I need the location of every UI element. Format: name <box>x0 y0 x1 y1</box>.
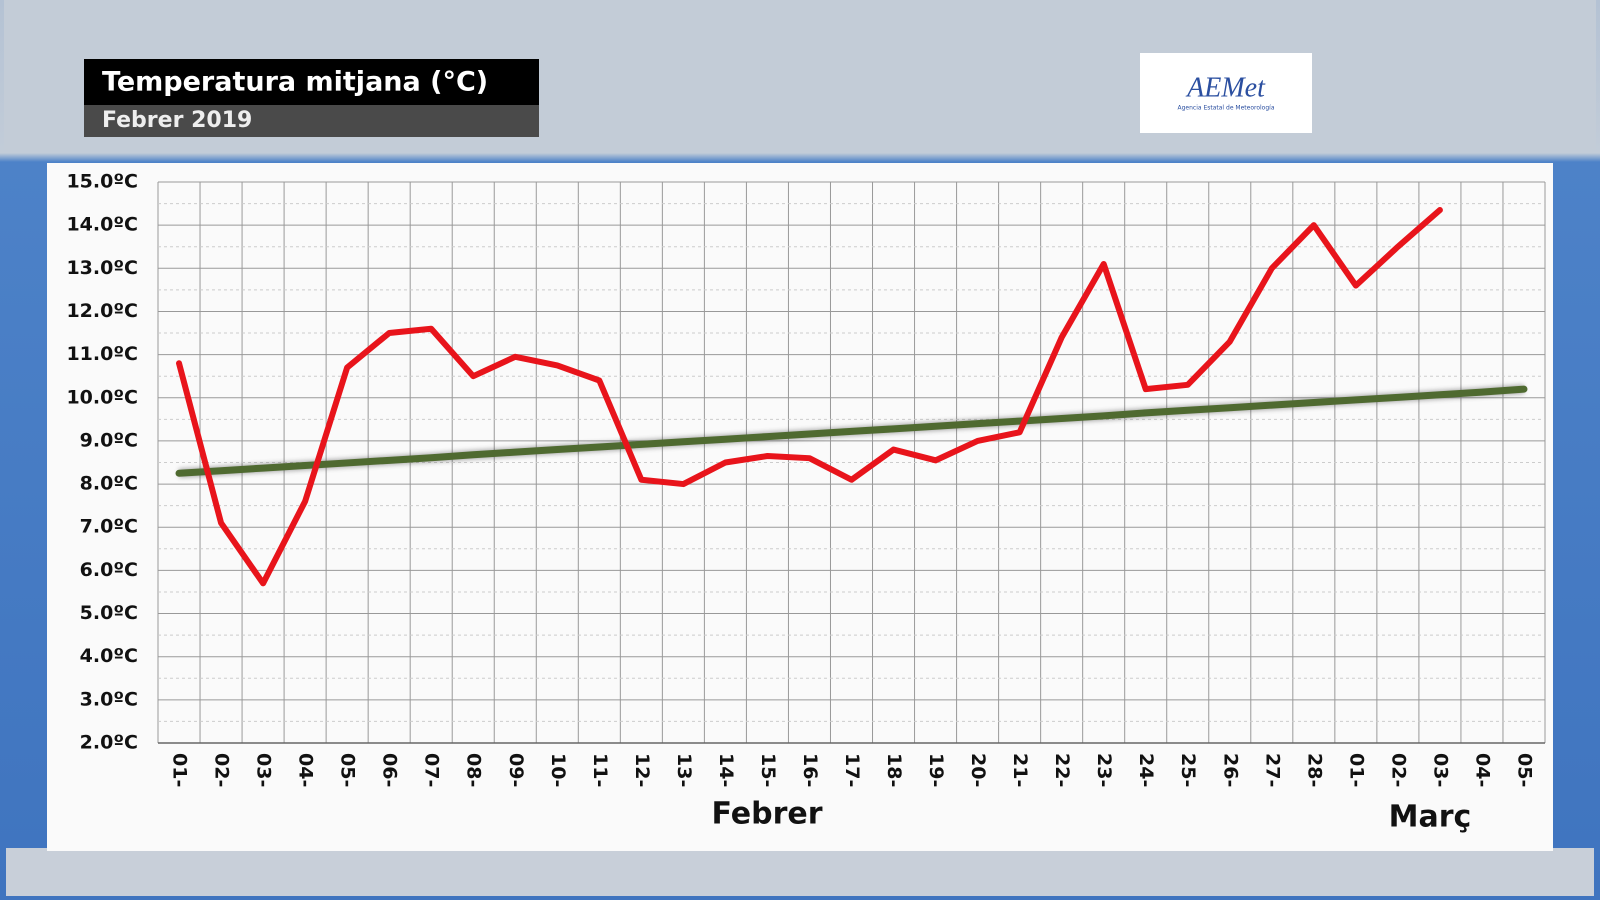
month-label: Març <box>1389 800 1472 835</box>
y-tick-label: 12.0ºC <box>66 300 138 322</box>
x-tick-label: 12- <box>631 753 653 787</box>
chart-subtitle: Febrer 2019 <box>102 108 252 133</box>
x-tick-label: 01- <box>169 753 191 787</box>
x-tick-label: 05- <box>337 753 359 787</box>
x-tick-label: 20- <box>967 753 989 787</box>
x-tick-label: 05- <box>1513 753 1535 787</box>
footer-band <box>6 848 1594 896</box>
x-tick-label: 21- <box>1009 753 1031 787</box>
x-tick-label: 04- <box>295 753 317 787</box>
y-tick-label: 14.0ºC <box>66 214 138 236</box>
x-tick-label: 27- <box>1261 753 1283 787</box>
chart-title: Temperatura mitjana (°C) <box>102 67 488 98</box>
y-tick-label: 7.0ºC <box>80 516 138 538</box>
y-tick-label: 11.0ºC <box>66 343 138 365</box>
y-tick-label: 8.0ºC <box>80 473 138 495</box>
x-tick-label: 02- <box>211 753 233 787</box>
x-tick-label: 25- <box>1177 753 1199 787</box>
x-tick-label: 13- <box>673 753 695 787</box>
x-tick-label: 11- <box>589 753 611 787</box>
y-tick-label: 2.0ºC <box>80 732 138 754</box>
chart-panel <box>47 163 1553 851</box>
x-tick-label: 14- <box>715 753 737 787</box>
x-tick-label: 23- <box>1093 753 1115 787</box>
logo-name: AEMet <box>1185 72 1266 103</box>
y-tick-label: 10.0ºC <box>66 386 138 408</box>
y-tick-label: 15.0ºC <box>66 171 138 193</box>
y-tick-label: 13.0ºC <box>66 257 138 279</box>
x-tick-label: 18- <box>883 753 905 787</box>
x-tick-label: 17- <box>841 753 863 787</box>
x-tick-label: 04- <box>1471 753 1493 787</box>
x-tick-label: 03- <box>1429 753 1451 787</box>
series-line <box>175 385 1528 477</box>
x-tick-label: 09- <box>505 753 527 787</box>
x-tick-label: 24- <box>1135 753 1157 787</box>
x-tick-label: 15- <box>757 753 779 787</box>
x-tick-label: 03- <box>253 753 275 787</box>
x-tick-label: 19- <box>925 753 947 787</box>
x-tick-label: 26- <box>1219 753 1241 787</box>
y-tick-label: 4.0ºC <box>80 645 138 667</box>
title-bar <box>84 59 539 105</box>
series-line <box>176 207 1443 587</box>
x-tick-label: 22- <box>1051 753 1073 787</box>
logo-caption: Agencia Estatal de Meteorología <box>1178 105 1275 112</box>
x-tick-label: 28- <box>1303 753 1325 787</box>
x-tick-label: 07- <box>421 753 443 787</box>
subtitle-bar <box>84 105 539 137</box>
y-tick-label: 9.0ºC <box>80 429 138 451</box>
y-tick-label: 6.0ºC <box>80 559 138 581</box>
x-tick-label: 02- <box>1387 753 1409 787</box>
month-label: Febrer <box>711 797 822 832</box>
x-tick-label: 10- <box>547 753 569 787</box>
y-tick-label: 3.0ºC <box>80 688 138 710</box>
x-tick-label: 01- <box>1345 753 1367 787</box>
logo-box <box>1140 53 1312 133</box>
y-tick-label: 5.0ºC <box>80 602 138 624</box>
x-tick-label: 06- <box>379 753 401 787</box>
x-tick-label: 16- <box>799 753 821 787</box>
x-tick-label: 08- <box>463 753 485 787</box>
